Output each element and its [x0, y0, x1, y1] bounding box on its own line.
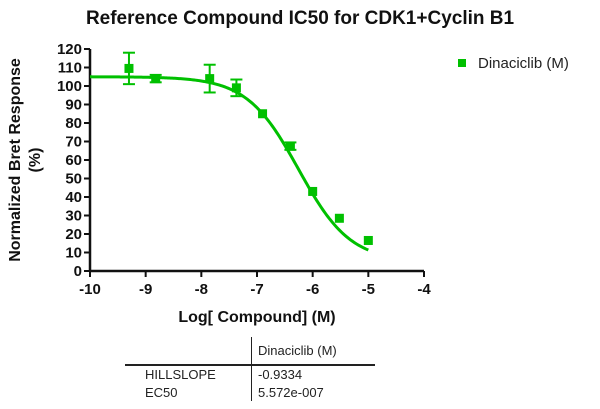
- point-marker: [151, 74, 161, 84]
- x-tick-label: -4: [417, 281, 431, 298]
- chart-title: Reference Compound IC50 for CDK1+Cyclin …: [86, 8, 515, 29]
- data-point: [258, 109, 268, 119]
- data-point: [203, 63, 216, 94]
- point-marker: [258, 109, 268, 119]
- table-column-header: Dinaciclib (M): [258, 343, 337, 358]
- y-tick-label: 10: [65, 245, 82, 262]
- data-point: [334, 213, 344, 223]
- legend-label-dinaciclib: Dinaciclib (M): [478, 55, 569, 72]
- fit-curve: [90, 75, 369, 252]
- table-row-value-hillslope: -0.9334: [258, 367, 303, 382]
- y-tick-label: 120: [57, 41, 82, 58]
- point-marker: [205, 74, 215, 84]
- data-point: [284, 141, 297, 151]
- fit-curve-group: [90, 75, 369, 252]
- y-tick-label: 0: [74, 263, 82, 280]
- data-point: [363, 235, 373, 245]
- x-tick-label: -10: [79, 281, 101, 298]
- table-row-value-ec50: 5.572e-007: [258, 385, 324, 400]
- point-marker: [363, 235, 373, 245]
- point-marker: [285, 141, 295, 151]
- y-tick-label: 70: [65, 134, 82, 151]
- x-axis-label: Log[ Compound] (M): [178, 309, 335, 326]
- point-marker: [124, 63, 134, 73]
- point-marker: [231, 83, 241, 93]
- x-tick-label: -7: [250, 281, 263, 298]
- y-axis-label-unit: (%): [27, 148, 44, 173]
- y-tick-label: 100: [57, 78, 82, 95]
- y-tick-label: 30: [65, 208, 82, 225]
- legend-marker-dinaciclib: [458, 59, 466, 67]
- point-marker: [334, 213, 344, 223]
- data-points-group: [122, 51, 373, 245]
- y-tick-label: 80: [65, 115, 82, 132]
- x-tick-label: -8: [195, 281, 208, 298]
- data-point: [149, 73, 162, 84]
- y-axis-label: Normalized Bret Response: [7, 58, 24, 262]
- y-tick-label: 20: [65, 226, 82, 243]
- y-tick-label: 90: [65, 97, 82, 114]
- x-tick-label: -6: [306, 281, 319, 298]
- table-row-label-hillslope: HILLSLOPE: [145, 367, 216, 382]
- data-point: [230, 78, 243, 98]
- x-tick-label: -9: [139, 281, 152, 298]
- legend: Dinaciclib (M): [458, 55, 569, 72]
- y-tick-label: 50: [65, 171, 82, 188]
- y-tick-label: 60: [65, 152, 82, 169]
- table-vertical-rule: [251, 337, 252, 401]
- data-point: [122, 51, 135, 86]
- y-tick-label: 110: [58, 60, 82, 77]
- x-axis: -10 -9 -8 -7 -6 -5 -4: [79, 269, 431, 298]
- chart: Reference Compound IC50 for CDK1+Cyclin …: [7, 8, 569, 326]
- table-horizontal-rule: [125, 364, 375, 366]
- table-row-label-ec50: EC50: [145, 385, 178, 400]
- data-point: [308, 186, 318, 196]
- y-tick-label: 40: [65, 189, 82, 206]
- x-tick-label: -5: [362, 281, 375, 298]
- point-marker: [308, 186, 318, 196]
